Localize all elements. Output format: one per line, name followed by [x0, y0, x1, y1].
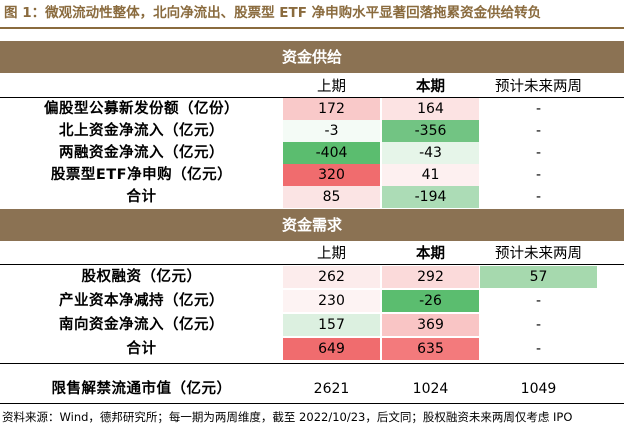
demand-curr: 635: [382, 338, 479, 360]
unlock-label: 限售解禁流通市值（亿元）: [51, 381, 232, 397]
unlock-next: 1049: [520, 381, 557, 397]
demand-header-rule: [0, 264, 624, 265]
demand-label: 股权融资（亿元）: [81, 269, 202, 285]
demand-row: 产业资本净减持（亿元） 230 -26 -: [0, 290, 624, 312]
demand-prev: 262: [283, 266, 380, 288]
demand-header-row: 上期 本期 预计未来两周: [0, 243, 624, 265]
demand-heading: 资金需求: [0, 209, 624, 241]
supply-label: 合计: [126, 189, 157, 205]
demand-next: -: [535, 341, 542, 357]
demand-prev: 649: [283, 338, 380, 360]
title-rule: [0, 27, 624, 29]
supply-curr: -194: [382, 186, 479, 208]
unlock-prev: 2621: [313, 381, 350, 397]
supply-row: 股票型ETF净申购（亿元） 320 41 -: [0, 164, 624, 186]
demand-col-prev: 上期: [317, 246, 346, 262]
supply-row: 北上资金净流入（亿元） -3 -356 -: [0, 120, 624, 142]
demand-label: 产业资本净减持（亿元）: [59, 293, 224, 309]
supply-prev: -3: [283, 120, 380, 142]
supply-row: 两融资金净流入（亿元） -404 -43 -: [0, 142, 624, 164]
supply-next: -: [535, 167, 542, 183]
demand-row: 合计 649 635 -: [0, 338, 624, 360]
demand-col-next: 预计未来两周: [495, 246, 582, 262]
figure-title: 图 1：微观流动性整体，北向净流出、股票型 ETF 净申购水平显著回落拖累资金供…: [4, 5, 542, 21]
demand-curr: -26: [382, 290, 479, 312]
demand-col-curr: 本期: [416, 246, 445, 262]
demand-curr: 369: [382, 314, 479, 336]
supply-label: 偏股型公募新发份额（亿份）: [44, 101, 239, 117]
supply-col-prev: 上期: [317, 79, 346, 95]
supply-next: -: [535, 101, 542, 117]
supply-prev: 85: [283, 186, 380, 208]
supply-row: 合计 85 -194 -: [0, 186, 624, 208]
supply-curr: 41: [382, 164, 479, 186]
supply-header-rule: [0, 97, 624, 98]
demand-bottom-rule: [0, 363, 624, 364]
demand-label: 合计: [126, 341, 157, 357]
supply-prev: -404: [283, 142, 380, 164]
supply-prev: 172: [283, 98, 380, 120]
supply-label: 北上资金净流入（亿元）: [59, 123, 224, 139]
demand-next: -: [535, 293, 542, 309]
supply-next: -: [535, 123, 542, 139]
supply-curr: 164: [382, 98, 479, 120]
demand-prev: 157: [283, 314, 380, 336]
supply-col-curr: 本期: [416, 79, 445, 95]
supply-curr: -356: [382, 120, 479, 142]
supply-prev: 320: [283, 164, 380, 186]
unlock-row: 限售解禁流通市值（亿元） 2621 1024 1049: [0, 378, 624, 400]
supply-next: -: [535, 145, 542, 161]
source-note: 资料来源：Wind，德邦研究所；每一期为两周维度，截至 2022/10/23，后…: [2, 410, 573, 424]
demand-curr: 292: [382, 266, 479, 288]
supply-heading: 资金供给: [0, 41, 624, 73]
supply-col-next: 预计未来两周: [495, 79, 582, 95]
demand-next: -: [535, 317, 542, 333]
unlock-curr: 1024: [412, 381, 449, 397]
supply-row: 偏股型公募新发份额（亿份） 172 164 -: [0, 98, 624, 120]
demand-row: 股权融资（亿元） 262 292 57: [0, 266, 624, 288]
demand-next: 57: [480, 266, 597, 288]
supply-next: -: [535, 189, 542, 205]
demand-prev: 230: [283, 290, 380, 312]
table-bottom-rule: [0, 403, 624, 404]
supply-curr: -43: [382, 142, 479, 164]
demand-row: 南向资金净流入（亿元） 157 369 -: [0, 314, 624, 336]
demand-label: 南向资金净流入（亿元）: [59, 317, 224, 333]
supply-label: 股票型ETF净申购（亿元）: [50, 167, 233, 183]
supply-label: 两融资金净流入（亿元）: [59, 145, 224, 161]
supply-header-row: 上期 本期 预计未来两周: [0, 76, 624, 98]
